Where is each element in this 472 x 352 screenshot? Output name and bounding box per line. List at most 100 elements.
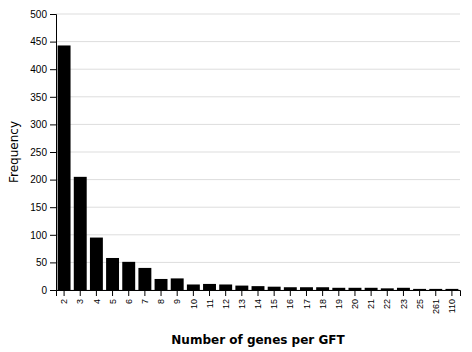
bar: [203, 284, 216, 290]
grid-line: [56, 41, 460, 42]
x-tick-mark: [338, 290, 339, 296]
x-tick: 11: [205, 290, 215, 308]
bar: [316, 287, 329, 290]
x-tick-mark: [371, 290, 372, 296]
y-tick-label: 350: [30, 92, 47, 103]
x-tick: 261: [431, 290, 441, 314]
x-tick-mark: [387, 290, 388, 296]
grid-line: [56, 179, 460, 180]
bar: [90, 238, 103, 290]
bar: [381, 288, 394, 290]
x-tick: 5: [108, 290, 118, 304]
y-tick: 150: [30, 202, 56, 213]
chart: 0501001502002503003504004505002345678910…: [0, 0, 472, 352]
x-tick: 18: [318, 290, 328, 309]
x-tick-label: 12: [221, 299, 231, 309]
x-tick-mark: [435, 290, 436, 296]
x-tick: 13: [237, 290, 247, 309]
y-axis-title: Frequency: [7, 121, 21, 183]
x-tick-label: 13: [237, 299, 247, 309]
y-tick: 100: [30, 230, 56, 241]
x-tick: 25: [415, 290, 425, 309]
x-tick-label: 21: [366, 299, 376, 309]
x-tick-label: 110: [447, 299, 457, 313]
y-tick-mark: [50, 42, 56, 43]
grid-line: [56, 96, 460, 97]
x-tick-label: 25: [415, 299, 425, 309]
y-tick: 300: [30, 119, 56, 130]
x-tick: 110: [447, 290, 457, 313]
x-tick: 16: [285, 290, 295, 309]
x-tick-mark: [128, 290, 129, 296]
y-tick-mark: [50, 69, 56, 70]
grid-line: [56, 69, 460, 70]
x-tick-mark: [274, 290, 275, 296]
x-tick: 7: [140, 290, 150, 304]
bar: [235, 286, 248, 290]
bar: [397, 288, 410, 290]
y-tick-label: 50: [36, 257, 48, 268]
x-tick-mark: [80, 290, 81, 296]
bar: [106, 258, 119, 290]
x-tick: 22: [382, 290, 392, 309]
y-tick: 400: [30, 64, 56, 75]
x-tick-label: 14: [253, 299, 263, 309]
x-tick-label: 22: [382, 299, 392, 309]
x-tick-label: 7: [140, 299, 150, 304]
y-tick-mark: [50, 124, 56, 125]
x-tick-label: 23: [399, 299, 409, 309]
grid-line: [56, 124, 460, 125]
x-tick: 19: [334, 290, 344, 309]
x-tick-mark: [306, 290, 307, 296]
x-tick-label: 261: [431, 299, 441, 314]
grid-line: [56, 152, 460, 153]
x-tick-label: 18: [318, 299, 328, 309]
y-tick: 350: [30, 92, 56, 103]
x-tick-mark: [354, 290, 355, 296]
x-tick-mark: [161, 290, 162, 296]
bars: [58, 45, 459, 290]
y-axis: 0 50 100 150 200 250 300 350 400 450 500: [30, 9, 56, 296]
x-tick-mark: [193, 290, 194, 296]
grid: [56, 14, 460, 290]
y-tick-mark: [50, 14, 56, 15]
x-tick-label: 5: [108, 299, 118, 304]
x-tick-label: 11: [205, 299, 215, 308]
bar: [58, 45, 71, 290]
x-tick-mark: [290, 290, 291, 296]
x-tick-mark: [64, 290, 65, 296]
bar: [252, 286, 265, 290]
y-tick-mark: [50, 290, 56, 291]
bar: [284, 287, 297, 290]
x-tick: 12: [221, 290, 231, 309]
y-tick-mark: [50, 152, 56, 153]
x-axis-line: [57, 291, 461, 297]
x-tick: 6: [124, 290, 134, 304]
bar: [332, 288, 345, 290]
y-tick-label: 150: [30, 202, 47, 213]
x-tick-mark: [451, 290, 452, 296]
x-tick: 9: [172, 290, 182, 304]
x-tick-mark: [177, 290, 178, 296]
x-tick-label: 19: [334, 299, 344, 309]
bar: [219, 284, 232, 290]
x-tick-mark: [112, 290, 113, 296]
x-tick-mark: [96, 290, 97, 296]
bar: [268, 287, 281, 290]
y-tick: 250: [30, 147, 56, 158]
bar: [171, 278, 184, 290]
y-tick: 450: [30, 36, 56, 47]
y-tick-label: 0: [41, 285, 47, 296]
x-tick-mark: [225, 290, 226, 296]
y-tick-label: 100: [30, 230, 47, 241]
x-tick-label: 17: [302, 299, 312, 309]
x-tick: 8: [156, 290, 166, 304]
y-tick: 50: [36, 257, 56, 268]
x-tick-mark: [403, 290, 404, 296]
y-tick-label: 500: [30, 9, 47, 20]
y-tick-label: 200: [30, 174, 47, 185]
bar: [155, 279, 168, 290]
grid-line: [56, 207, 460, 208]
x-tick-mark: [209, 290, 210, 296]
bar: [187, 284, 200, 290]
